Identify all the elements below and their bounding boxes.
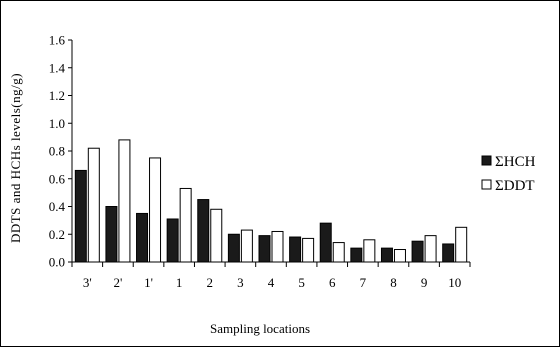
bars-layer (74, 139, 468, 263)
y-ticks-layer: 0.0 0.2 0.4 0.6 0.8 1.0 1.2 1.4 1.6 (49, 33, 72, 270)
x-tick-label: 5 (298, 275, 305, 290)
legend-swatch-ddt (481, 179, 492, 190)
bar-ddt (179, 187, 192, 263)
legend: ΣHCH ΣDDT (481, 154, 536, 194)
bar-ddt (149, 157, 162, 263)
y-tick-label: 0.4 (49, 199, 66, 214)
x-tick-label: 2' (114, 275, 123, 290)
bar-hch (74, 169, 87, 263)
bar-hch (166, 218, 179, 263)
x-tick-label: 3' (83, 275, 92, 290)
bar-ddt (424, 235, 437, 263)
bar-hch (289, 236, 302, 263)
x-tick-label: 8 (390, 275, 397, 290)
y-tick-label: 0.2 (49, 227, 65, 242)
x-axis-title: Sampling locations (210, 321, 310, 336)
y-tick-label: 0.6 (49, 171, 66, 186)
y-tick-label: 1.6 (49, 33, 66, 48)
bar-ddt (455, 226, 468, 263)
bar-ddt (332, 242, 345, 263)
y-tick-label: 1.2 (49, 88, 65, 103)
y-tick-label: 0.8 (49, 144, 65, 159)
x-tick-label: 1 (176, 275, 183, 290)
bar-hch (350, 247, 363, 263)
legend-label-ddt: ΣDDT (495, 178, 535, 194)
x-tick-label: 9 (421, 275, 428, 290)
bar-hch (411, 240, 424, 263)
x-ticks-layer: 3' 2' 1' 1 2 3 4 5 6 7 8 9 10 (71, 262, 471, 290)
x-tick-label: 10 (448, 275, 461, 290)
bar-hch (105, 206, 118, 263)
bar-ddt (393, 249, 406, 263)
bar-hch (258, 235, 271, 263)
x-tick-label: 3 (237, 275, 244, 290)
bar-hch (197, 199, 210, 263)
legend-swatch-hch (481, 155, 492, 166)
y-tick-label: 0.0 (49, 255, 65, 270)
bar-ddt (118, 139, 131, 263)
bar-hch (442, 243, 455, 263)
x-tick-label: 1' (144, 275, 153, 290)
x-tick-label: 6 (329, 275, 336, 290)
x-tick-label: 2 (207, 275, 214, 290)
bar-hch (227, 233, 240, 263)
bar-ddt (87, 147, 100, 263)
bar-hch (319, 222, 332, 263)
x-tick-label: 7 (360, 275, 367, 290)
x-tick-label: 4 (268, 275, 275, 290)
legend-label-hch: ΣHCH (495, 154, 536, 170)
bar-ddt (240, 229, 253, 263)
bar-ddt (302, 237, 315, 263)
bar-hch (380, 247, 393, 263)
bar-hch (136, 212, 149, 263)
bar-ddt (363, 239, 376, 263)
bar-ddt (210, 208, 223, 263)
y-axis-title: DDTS and HCHs levels(ng/g) (8, 73, 23, 243)
bar-ddt (271, 230, 284, 263)
y-tick-label: 1.4 (49, 60, 66, 75)
y-tick-label: 1.0 (49, 116, 65, 131)
